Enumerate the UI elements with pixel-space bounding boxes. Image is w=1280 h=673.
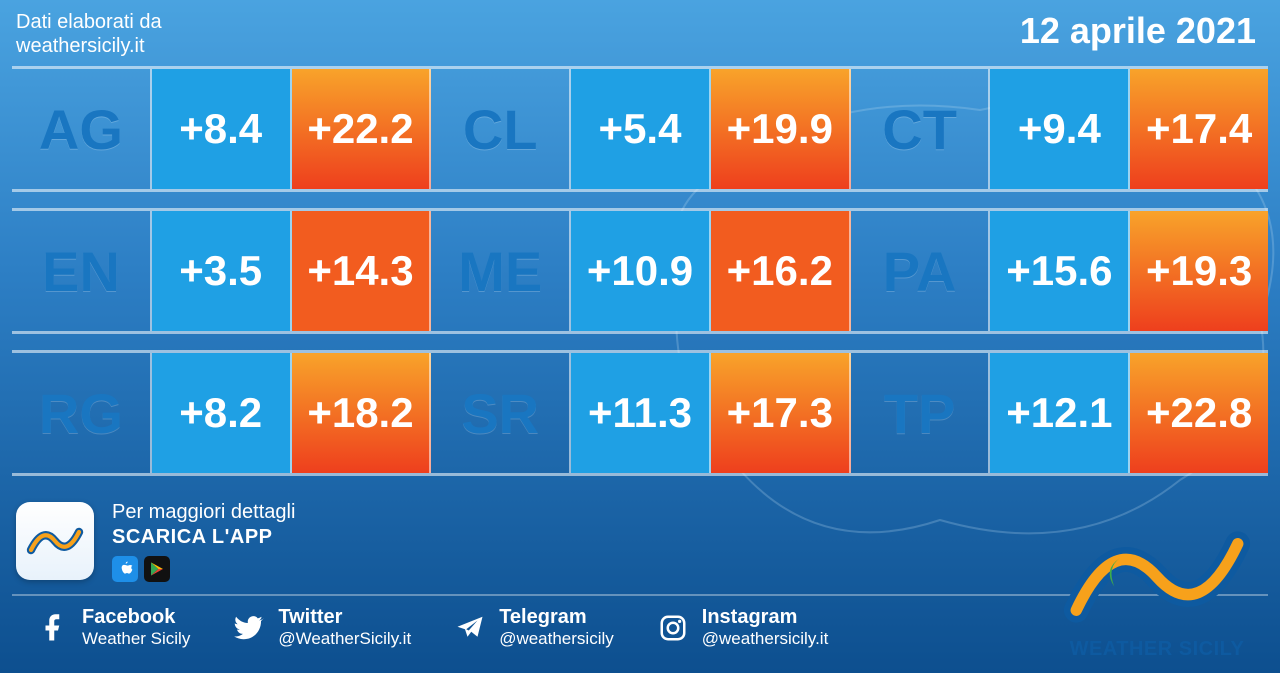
province-code: TP <box>851 353 991 473</box>
social-handle: Weather Sicily <box>82 629 190 649</box>
telegram-icon <box>453 611 487 645</box>
playstore-icon[interactable] <box>144 556 170 582</box>
promo-line1: Per maggiori dettagli <box>112 500 295 525</box>
temp-min: +3.5 <box>152 211 292 331</box>
temp-min: +11.3 <box>571 353 711 473</box>
twitter-icon <box>232 611 266 645</box>
social-name: Facebook <box>82 606 190 629</box>
temp-min: +8.2 <box>152 353 292 473</box>
appstore-icon[interactable] <box>112 556 138 582</box>
province-code: RG <box>12 353 152 473</box>
social-handle: @WeatherSicily.it <box>278 629 411 649</box>
temp-min: +5.4 <box>571 69 711 189</box>
province-code: PA <box>851 211 991 331</box>
promo-line2: SCARICA L'APP <box>112 525 295 550</box>
temperature-grid: AG+8.4+22.2CL+5.4+19.9CT+9.4+17.4EN+3.5+… <box>12 66 1268 476</box>
temp-min: +10.9 <box>571 211 711 331</box>
temp-max: +17.3 <box>711 353 851 473</box>
province-code: EN <box>12 211 152 331</box>
temp-min: +15.6 <box>990 211 1130 331</box>
credit-line1: Dati elaborati da <box>16 10 162 34</box>
date: 12 aprile 2021 <box>1020 10 1256 52</box>
social-instagram[interactable]: Instagram@weathersicily.it <box>656 606 829 649</box>
temp-max: +18.2 <box>292 353 432 473</box>
temp-min: +8.4 <box>152 69 292 189</box>
table-row: RG+8.2+18.2SR+11.3+17.3TP+12.1+22.8 <box>12 350 1268 476</box>
social-name: Twitter <box>278 606 411 629</box>
credit-line2: weathersicily.it <box>16 34 162 58</box>
brand-logo: WEATHER SICILY <box>1052 517 1262 661</box>
province-code: SR <box>431 353 571 473</box>
brand-name: WEATHER SICILY <box>1052 638 1262 661</box>
province-code: AG <box>12 69 152 189</box>
social-handle: @weathersicily.it <box>702 629 829 649</box>
temp-max: +19.9 <box>711 69 851 189</box>
temp-max: +19.3 <box>1130 211 1268 331</box>
app-promo-text: Per maggiori dettagli SCARICA L'APP <box>112 500 295 582</box>
social-name: Instagram <box>702 606 829 629</box>
app-logo-icon <box>16 502 94 580</box>
temp-max: +22.2 <box>292 69 432 189</box>
temp-max: +14.3 <box>292 211 432 331</box>
instagram-icon <box>656 611 690 645</box>
social-handle: @weathersicily <box>499 629 614 649</box>
temp-min: +9.4 <box>990 69 1130 189</box>
temp-max: +17.4 <box>1130 69 1268 189</box>
province-code: ME <box>431 211 571 331</box>
credit-block: Dati elaborati da weathersicily.it <box>16 10 162 58</box>
temp-max: +16.2 <box>711 211 851 331</box>
province-code: CL <box>431 69 571 189</box>
province-code: CT <box>851 69 991 189</box>
social-twitter[interactable]: Twitter@WeatherSicily.it <box>232 606 411 649</box>
social-facebook[interactable]: FacebookWeather Sicily <box>36 606 190 649</box>
temp-min: +12.1 <box>990 353 1130 473</box>
social-name: Telegram <box>499 606 614 629</box>
table-row: AG+8.4+22.2CL+5.4+19.9CT+9.4+17.4 <box>12 66 1268 192</box>
table-row: EN+3.5+14.3ME+10.9+16.2PA+15.6+19.3 <box>12 208 1268 334</box>
facebook-icon <box>36 611 70 645</box>
social-telegram[interactable]: Telegram@weathersicily <box>453 606 614 649</box>
temp-max: +22.8 <box>1130 353 1268 473</box>
store-badges <box>112 556 295 582</box>
header: Dati elaborati da weathersicily.it 12 ap… <box>0 0 1280 66</box>
